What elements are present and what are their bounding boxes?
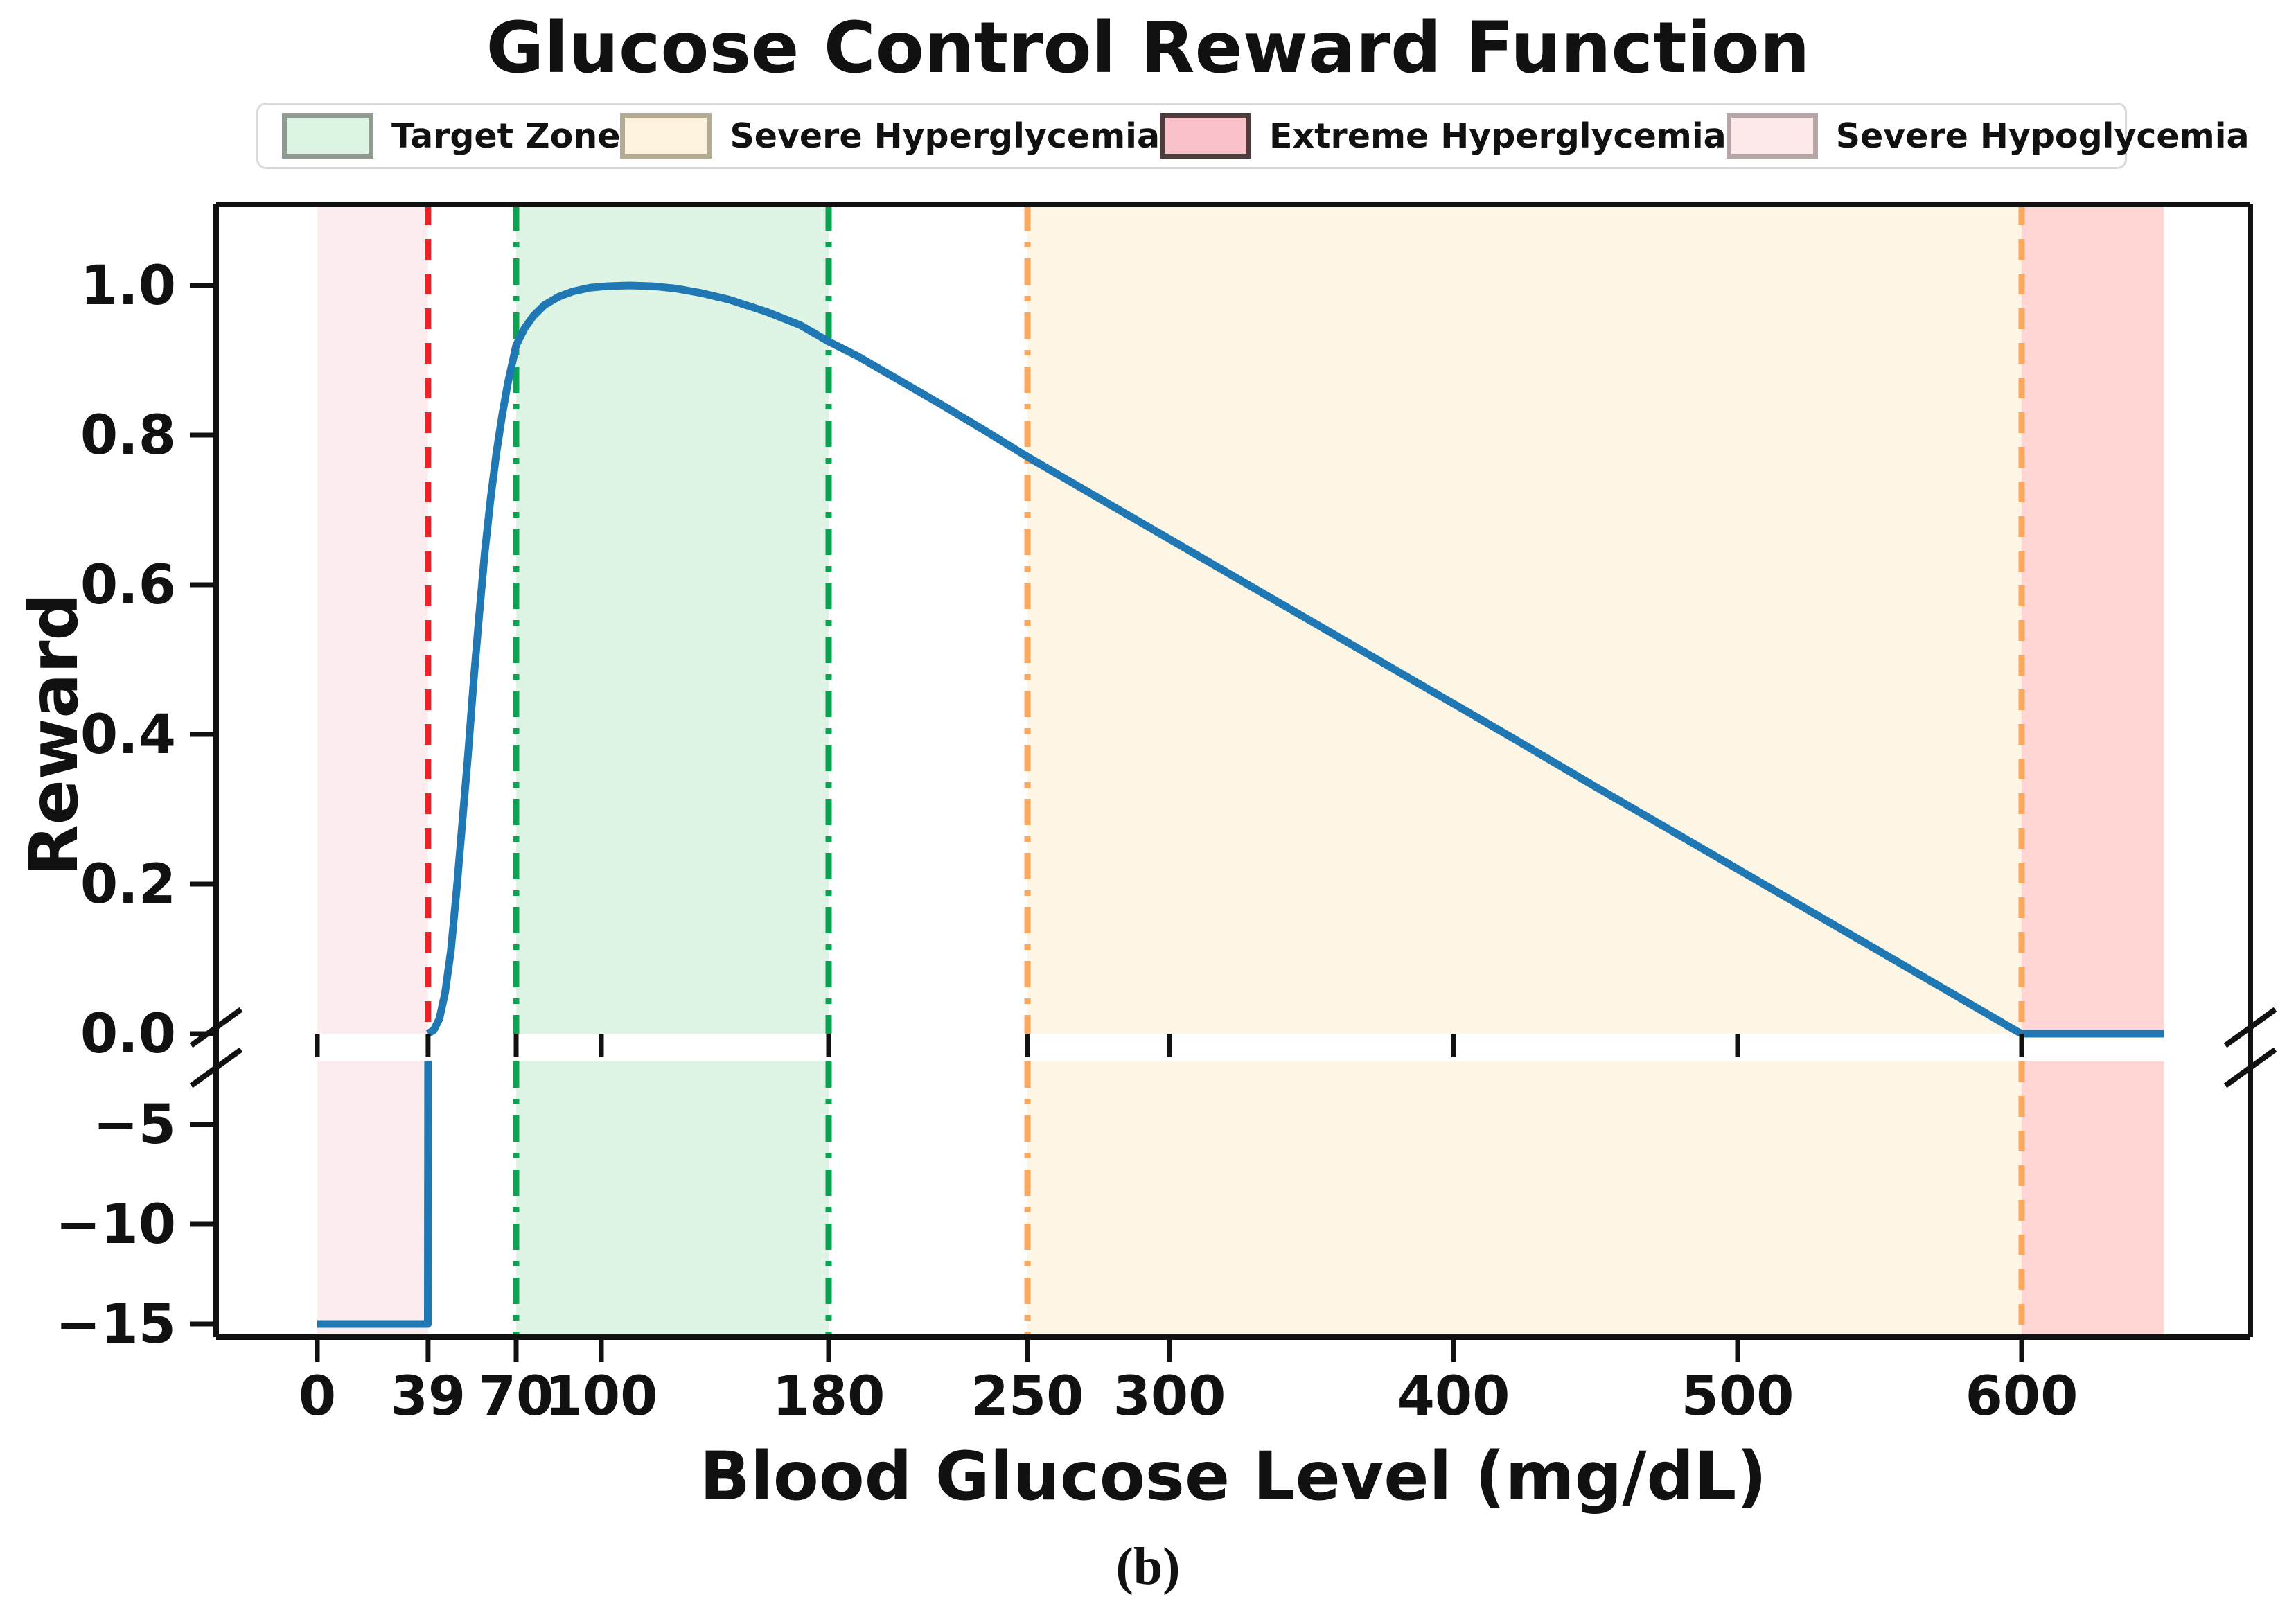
extreme-hyperglycemia-swatch <box>1160 113 1252 159</box>
target-zone <box>516 1061 829 1337</box>
reward-curve-bottom <box>317 1060 432 1328</box>
y-tick-label-bottom: −5 <box>93 1094 176 1156</box>
x-tick-label: 180 <box>772 1366 885 1428</box>
legend: Target Zone Severe Hyperglycemia Extreme… <box>256 103 2250 169</box>
axis-break-slash <box>189 1007 243 1048</box>
axis-break-slash <box>2223 1007 2277 1048</box>
axis-break-slash <box>189 1047 243 1088</box>
x-tick-label: 400 <box>1397 1366 1510 1428</box>
target-zone-swatch <box>282 113 373 159</box>
legend-label: Extreme Hyperglycemia <box>1269 116 1727 156</box>
severe-hyperglycemia-zone <box>1027 204 2022 1034</box>
severe-hypoglycemia-zone <box>317 1061 428 1337</box>
y-tick-label-top: 0.4 <box>80 704 176 766</box>
x-tick-label: 100 <box>545 1366 658 1428</box>
axis-break-marks <box>189 1007 2277 1088</box>
x-tick-label: 70 <box>479 1366 554 1428</box>
legend-item-severe-hypoglycemia: Severe Hypoglycemia <box>1726 113 2250 159</box>
x-tick-label: 600 <box>1966 1366 2078 1428</box>
axis-spines <box>213 202 2253 1340</box>
y-tick-label-top: 0.8 <box>80 405 176 467</box>
x-tick-label: 0 <box>299 1366 336 1428</box>
legend-item-extreme-hyperglycemia: Extreme Hyperglycemia <box>1160 113 1727 159</box>
severe-hyperglycemia-swatch <box>620 113 712 159</box>
chart-title: Glucose Control Reward Function <box>486 7 1810 89</box>
legend-label: Severe Hyperglycemia <box>730 116 1160 156</box>
extreme-hyperglycemia-zone <box>2022 1061 2164 1337</box>
severe-hypoglycemia-zone <box>317 204 428 1034</box>
x-axis-label: Blood Glucose Level (mg/dL) <box>699 1438 1767 1515</box>
legend-label: Target Zone <box>391 116 621 156</box>
y-tick-label-top: 1.0 <box>80 255 176 317</box>
x-tick-label: 500 <box>1681 1366 1794 1428</box>
target-zone <box>516 204 829 1034</box>
y-tick-label-bottom: −15 <box>55 1294 176 1356</box>
reward-curve-top <box>425 281 2164 1038</box>
legend-item-target-zone: Target Zone <box>282 113 620 159</box>
severe-hyperglycemia-zone <box>1027 1061 2022 1337</box>
y-tick-label-top: 0.2 <box>80 854 176 916</box>
x-tick-label: 39 <box>391 1366 466 1428</box>
legend-item-severe-hyperglycemia: Severe Hyperglycemia <box>620 113 1160 159</box>
y-tick-label-top: 0.0 <box>80 1003 176 1066</box>
y-axis-label: Reward <box>15 592 93 876</box>
legend-label: Severe Hypoglycemia <box>1835 116 2250 156</box>
shaded-zones <box>317 204 2164 1337</box>
y-tick-label-bottom: −10 <box>55 1194 176 1256</box>
y-tick-label-top: 0.6 <box>80 554 176 617</box>
reward-curve <box>317 281 2164 1328</box>
axis-ticks <box>190 283 2024 1362</box>
figure-caption: (b) <box>1115 1537 1181 1596</box>
axis-break-slash <box>2223 1047 2277 1088</box>
x-tick-label: 300 <box>1113 1366 1226 1428</box>
extreme-hyperglycemia-zone <box>2022 204 2164 1034</box>
severe-hypoglycemia-swatch <box>1726 113 1818 159</box>
x-tick-label: 250 <box>971 1366 1084 1428</box>
